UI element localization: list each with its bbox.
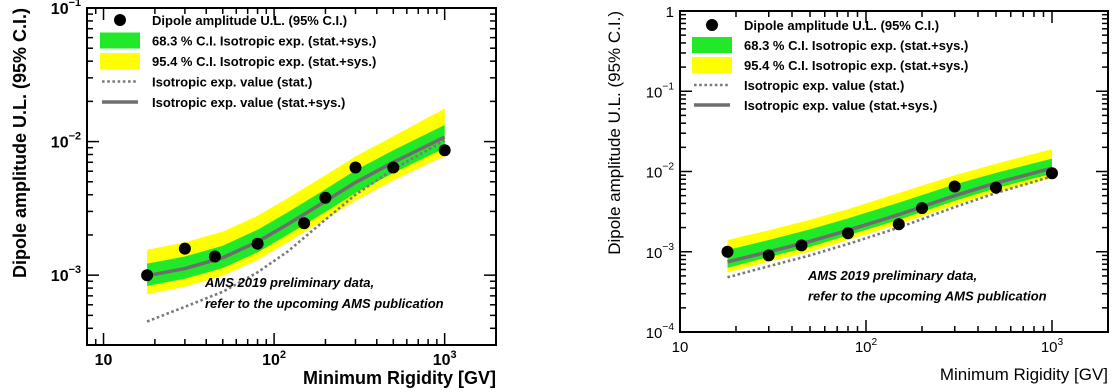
- data-point: [298, 217, 311, 230]
- x-tick-label: 10: [672, 339, 689, 356]
- data-point: [178, 242, 191, 255]
- expected-value-line-stat: [146, 139, 446, 323]
- y-tick-label: 10−1: [646, 81, 675, 101]
- data-point: [1046, 167, 1058, 180]
- expected-value-line-stat: [727, 175, 1053, 279]
- legend-marker-points: [706, 19, 718, 31]
- legend: Dipole amplitude U.L. (95% C.I.) 68.3 % C…: [100, 13, 376, 110]
- legend-label: Isotropic exp. value (stat.+sys.): [152, 95, 345, 110]
- legend-marker-points: [114, 14, 126, 26]
- annotation-text: AMS 2019 preliminary data,: [807, 268, 977, 283]
- band-68-ci: [147, 125, 445, 286]
- left-chart: 10 102 103 10−3 10−2 10−1 Minimum Rigidity [GV…: [10, 0, 497, 388]
- legend-swatch-68: [692, 37, 732, 53]
- x-tick-label: 10: [95, 352, 113, 369]
- data-point: [721, 245, 734, 258]
- y-axis-title: Dipole amplitude U.L. (95% C.I.): [10, 8, 30, 278]
- data-point: [842, 227, 854, 240]
- right-chart: 10 102 103 10−4 10−3 10−2 10−1 1 Minimum Rigidit…: [605, 4, 1109, 384]
- data-point: [141, 269, 154, 282]
- data-point: [990, 181, 1002, 194]
- y-tick-label: 10−4: [646, 322, 675, 342]
- y-tick-label: 10−3: [51, 264, 81, 285]
- legend: Dipole amplitude U.L. (95% C.I.) 68.3 % C…: [692, 18, 968, 113]
- x-tick-label: 102: [262, 349, 286, 369]
- x-tick-label: 102: [855, 337, 878, 356]
- legend-label: Dipole amplitude U.L. (95% C.I.): [744, 18, 939, 33]
- data-point: [387, 161, 400, 174]
- y-tick-label: 10−2: [51, 131, 81, 152]
- expected-value-line-stat-sys: [727, 166, 1053, 264]
- legend-swatch-95: [692, 57, 732, 73]
- legend-swatch-95: [100, 53, 140, 69]
- y-tick-label: 10−3: [646, 242, 675, 262]
- plot-frame: [86, 7, 497, 346]
- plot-area: [721, 149, 1058, 279]
- x-axis-title: Minimum Rigidity [GV]: [303, 368, 496, 388]
- annotation-text: refer to the upcoming AMS publication: [205, 296, 444, 311]
- y-axis-title: Dipole amplitude U.L. (95% C.I.): [605, 11, 624, 255]
- legend-label: 68.3 % C.I. Isotropic exp. (stat.+sys.): [152, 34, 376, 49]
- legend-label: 95.4 % C.I. Isotropic exp. (stat.+sys.): [152, 54, 376, 69]
- legend-label: 68.3 % C.I. Isotropic exp. (stat.+sys.): [744, 38, 968, 53]
- x-axis-title: Minimum Rigidity [GV]: [940, 365, 1108, 384]
- data-point: [438, 144, 451, 157]
- annotation-text: refer to the upcoming AMS publication: [808, 289, 1047, 304]
- plot-area: [141, 108, 451, 323]
- expected-value-line-stat-sys: [146, 135, 446, 278]
- data-point: [916, 202, 928, 215]
- y-tick-label: 1: [666, 4, 674, 21]
- data-point: [762, 249, 775, 262]
- legend-label: Isotropic exp. value (stat.+sys.): [744, 98, 937, 113]
- data-point: [892, 218, 905, 231]
- legend-label: Dipole amplitude U.L. (95% C.I.): [152, 13, 347, 28]
- data-point: [795, 239, 808, 252]
- annotation-text: AMS 2019 preliminary data,: [204, 275, 374, 290]
- x-tick-label: 103: [433, 349, 457, 369]
- y-tick-label: 10−2: [646, 162, 675, 182]
- data-point: [208, 250, 221, 263]
- legend-swatch-68: [100, 32, 140, 49]
- legend-label: 95.4 % C.I. Isotropic exp. (stat.+sys.): [744, 58, 968, 73]
- legend-label: Isotropic exp. value (stat.): [152, 75, 312, 90]
- legend-label: Isotropic exp. value (stat.): [744, 78, 904, 93]
- y-tick-label: 10−1: [51, 0, 81, 18]
- data-point: [948, 180, 961, 193]
- x-tick-label: 103: [1041, 337, 1064, 356]
- data-point: [251, 237, 264, 250]
- data-point: [349, 161, 362, 174]
- data-point: [319, 191, 332, 204]
